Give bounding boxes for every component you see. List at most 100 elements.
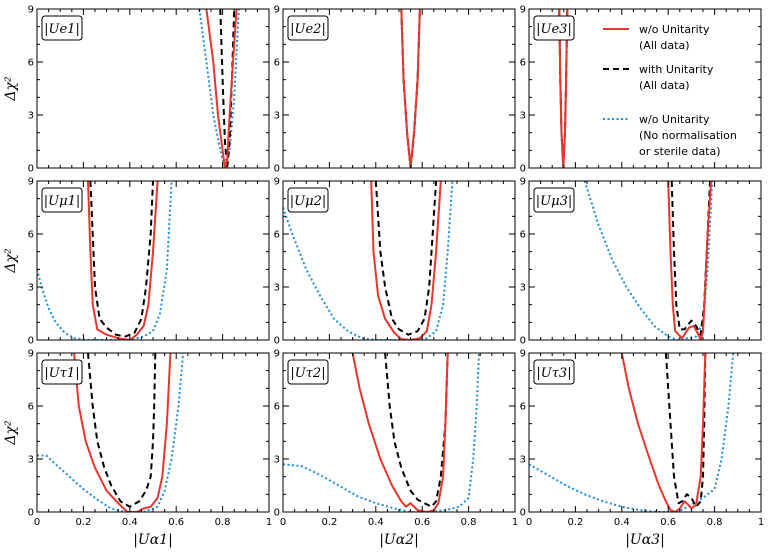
- y-tick-label: 0: [520, 336, 526, 347]
- x-tick-label: 0.8: [215, 517, 231, 528]
- y-tick-label: 9: [274, 349, 280, 360]
- series-line-red-panel-4: [87, 181, 159, 340]
- x-tick-label: 1: [512, 517, 518, 528]
- y-tick-label: 0: [28, 164, 34, 175]
- y-tick-label: 9: [28, 177, 34, 188]
- panel-label: |Uτ2|: [290, 366, 325, 381]
- x-tick-label: 0.4: [122, 517, 138, 528]
- series-line-red-panel-9: [620, 353, 707, 512]
- series-line-black-panel-4: [89, 181, 154, 338]
- y-tick-label: 3: [28, 111, 34, 122]
- x-axis-label: |Uα3|: [625, 532, 665, 548]
- x-tick-label: 0.8: [707, 517, 723, 528]
- x-tick-label: 1: [266, 517, 272, 528]
- y-tick-label: 3: [520, 455, 526, 466]
- series-line-red-panel-3: [558, 9, 569, 168]
- series-line-black-panel-7: [87, 353, 157, 508]
- y-tick-label: 9: [28, 5, 34, 16]
- legend-entry-text: or sterile data): [639, 145, 721, 158]
- y-tick-label: 0: [274, 164, 280, 175]
- x-tick-label: 0: [34, 517, 40, 528]
- panel-label: |Uμ3|: [536, 194, 572, 209]
- x-axis-label: |Uα1|: [133, 532, 173, 548]
- y-axis-label: Δχ²: [3, 76, 19, 102]
- legend-entry-text: w/o Unitarity: [639, 113, 710, 126]
- y-tick-label: 6: [28, 58, 34, 69]
- y-tick-label: 0: [28, 336, 34, 347]
- y-axis-label: Δχ²: [3, 248, 19, 274]
- legend-entry-text: (All data): [639, 39, 690, 52]
- series-line-red-panel-2: [400, 9, 421, 168]
- y-tick-label: 3: [520, 111, 526, 122]
- y-tick-label: 0: [520, 164, 526, 175]
- y-tick-label: 3: [274, 283, 280, 294]
- y-tick-label: 3: [274, 455, 280, 466]
- panel-label-box: [533, 15, 575, 41]
- series-line-blue-panel-8: [283, 353, 480, 512]
- y-tick-label: 6: [28, 402, 34, 413]
- y-tick-label: 6: [520, 402, 526, 413]
- y-tick-label: 3: [28, 283, 34, 294]
- x-tick-label: 0.2: [75, 517, 91, 528]
- y-tick-label: 9: [520, 349, 526, 360]
- y-tick-label: 0: [274, 508, 280, 519]
- series-line-blue-panel-5: [283, 181, 454, 340]
- y-tick-label: 6: [274, 58, 280, 69]
- x-tick-label: 0.4: [368, 517, 384, 528]
- panel-label-box: [41, 187, 83, 213]
- panel-label: |Ue3|: [536, 22, 572, 37]
- x-tick-label: 0.4: [614, 517, 630, 528]
- panel-label-box: [41, 359, 83, 385]
- panel-label-box: [533, 187, 575, 213]
- y-tick-label: 9: [520, 5, 526, 16]
- legend-entry-text: with Unitarity: [639, 63, 714, 76]
- y-tick-label: 0: [28, 508, 34, 519]
- series-line-red-panel-8: [351, 353, 449, 512]
- x-tick-label: 0.8: [461, 517, 477, 528]
- y-tick-label: 6: [28, 230, 34, 241]
- y-tick-label: 6: [520, 58, 526, 69]
- series-line-blue-panel-9: [529, 353, 735, 512]
- x-tick-label: 0.6: [414, 517, 430, 528]
- y-tick-label: 6: [520, 230, 526, 241]
- panel-label: |Uτ3|: [536, 366, 571, 381]
- y-tick-label: 6: [274, 230, 280, 241]
- y-tick-label: 3: [520, 283, 526, 294]
- x-tick-label: 0: [280, 517, 286, 528]
- x-tick-label: 1: [758, 517, 764, 528]
- series-line-blue-panel-6: [583, 181, 714, 340]
- panel-label: |Ue1|: [44, 22, 80, 37]
- panel-label-box: [287, 15, 329, 41]
- y-tick-label: 9: [274, 5, 280, 16]
- x-tick-label: 0: [526, 517, 532, 528]
- y-tick-label: 3: [28, 455, 34, 466]
- panel-label-box: [287, 187, 329, 213]
- y-tick-label: 9: [274, 177, 280, 188]
- x-tick-label: 0.2: [567, 517, 583, 528]
- series-line-black-panel-5: [374, 181, 438, 336]
- legend-entry-text: (All data): [639, 79, 690, 92]
- series-line-black-panel-1: [219, 9, 236, 168]
- series-line-red-panel-1: [205, 9, 238, 168]
- y-tick-label: 9: [520, 177, 526, 188]
- series-line-red-panel-7: [73, 353, 172, 512]
- legend-entry-text: w/o Unitarity: [639, 23, 710, 36]
- y-axis-label: Δχ²: [3, 420, 19, 446]
- panel-label-box: [287, 359, 329, 385]
- panel-label-box: [41, 15, 83, 41]
- panel-label: |Ue2|: [290, 22, 326, 37]
- x-tick-label: 0.2: [321, 517, 337, 528]
- legend-entry-text: (No normalisation: [639, 129, 737, 142]
- panel-label-box: [533, 359, 575, 385]
- y-tick-label: 9: [28, 349, 34, 360]
- series-line-black-panel-8: [384, 353, 449, 508]
- x-tick-label: 0.6: [660, 517, 676, 528]
- panel-label: |Uμ2|: [290, 194, 326, 209]
- x-axis-label: |Uα2|: [379, 532, 419, 548]
- x-tick-label: 0.6: [168, 517, 184, 528]
- series-line-black-panel-9: [664, 353, 707, 508]
- panel-label: |Uτ1|: [44, 366, 79, 381]
- panel-label: |Uμ1|: [44, 194, 80, 209]
- y-tick-label: 3: [274, 111, 280, 122]
